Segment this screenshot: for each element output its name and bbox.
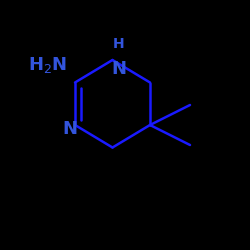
Text: N: N xyxy=(62,120,78,138)
Text: H: H xyxy=(113,37,124,51)
Text: H$_2$N: H$_2$N xyxy=(28,55,67,75)
Text: N: N xyxy=(111,60,126,78)
